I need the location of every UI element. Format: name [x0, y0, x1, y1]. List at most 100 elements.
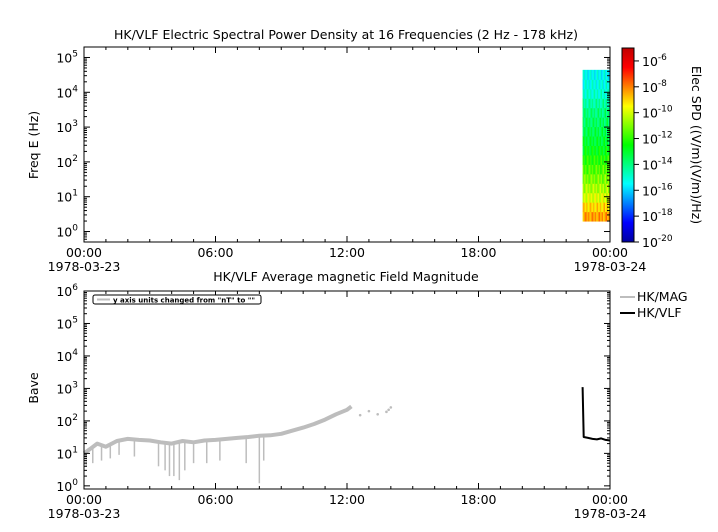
series-hk-mag-point [376, 412, 379, 416]
spectrogram-cell [588, 107, 590, 118]
spectrogram-cell [594, 154, 596, 165]
spectrogram-cell [602, 183, 604, 194]
spectrogram-cell [600, 79, 602, 90]
spectrogram-cell [602, 136, 604, 146]
spectrogram-cell [593, 107, 595, 118]
spectrogram-cell [594, 126, 596, 137]
spectrogram-cell [592, 69, 594, 80]
series-hk-mag-point [387, 408, 390, 412]
spectrogram-cell [590, 126, 592, 137]
spectrogram-cell [602, 117, 604, 128]
spectrogram-cell [601, 88, 603, 99]
spectrogram-cell [590, 107, 592, 118]
spectrogram-cell [607, 69, 609, 80]
y-tick-label: 104 [56, 84, 78, 100]
spectrogram-cell [582, 117, 585, 128]
spectrogram-cell [599, 202, 601, 213]
spectrogram-cell [586, 211, 588, 222]
spectrogram-cell [606, 136, 608, 146]
spectrogram-cell [586, 79, 588, 90]
spectrogram-cell [608, 79, 610, 90]
y-tick-label: 101 [56, 445, 78, 461]
spectrogram-cell [605, 192, 607, 203]
spectrogram-cell [595, 192, 597, 203]
spectrogram-cell [607, 126, 609, 137]
spectrogram-cell [596, 88, 598, 99]
spectrogram-cell [586, 154, 588, 165]
spectrogram-cell [600, 136, 602, 146]
spectrogram-cell [586, 202, 588, 213]
spectrogram-cell [608, 211, 610, 222]
spectrogram-cell [582, 173, 585, 184]
spectrogram-cell [587, 88, 589, 99]
spectrogram-cell [594, 79, 596, 90]
spectrogram-cell [605, 98, 607, 109]
series-hk-mag-point [367, 409, 371, 413]
spectrogram-cell [593, 145, 595, 156]
spectrogram-cell [604, 98, 606, 109]
spectrogram-cell [606, 88, 608, 99]
spectrogram-cell [600, 88, 602, 99]
spectrogram-cell [604, 136, 606, 146]
spectrogram-cell [592, 107, 594, 118]
spectrogram-cell [604, 117, 606, 128]
spectrogram-cell [589, 117, 591, 128]
spectrogram-cell [599, 69, 601, 80]
spectrogram-cell [601, 107, 603, 118]
spectrogram-cell [588, 69, 590, 80]
x-tick-label: 00:00 [592, 492, 628, 507]
spectrogram-cell [601, 192, 603, 203]
spectrogram-cell [599, 145, 601, 156]
spectrogram-cell [583, 183, 586, 194]
spectrogram-cell [597, 145, 599, 156]
spectrogram-cell [596, 145, 598, 156]
spectrogram-cell [602, 107, 604, 118]
x-tick-label: 06:00 [197, 245, 233, 260]
spectrogram-cell [607, 79, 609, 90]
spectrogram-cell [586, 173, 588, 184]
spectrogram-cell [602, 79, 604, 90]
spectrogram-cell [600, 211, 602, 222]
spectrogram-cell [597, 183, 599, 194]
y-tick-label: 102 [56, 154, 78, 170]
spectrogram-cell [585, 107, 588, 118]
spectrogram-cell [597, 154, 599, 165]
spectrogram-cell [585, 202, 588, 213]
colorbar-tick-label: 10-18 [642, 208, 673, 224]
spectrogram-cell [583, 173, 586, 184]
spectrogram-cell [599, 117, 601, 128]
spectrogram-cell [597, 69, 599, 80]
spectrogram-cell [607, 117, 609, 128]
spectrogram-cell [594, 192, 596, 203]
spectrogram-cell [607, 192, 609, 203]
spectrogram-cell [594, 164, 596, 175]
spectrogram-cell [604, 79, 606, 90]
spectrogram-cell [595, 183, 597, 194]
spectrogram-cell [584, 98, 587, 109]
spectrogram-cell [599, 192, 601, 203]
spectrogram-cell [584, 192, 587, 203]
spectrogram-cell [606, 192, 608, 203]
spectrogram-cell [583, 211, 586, 222]
panel1-title: HK/VLF Electric Spectral Power Density a… [114, 27, 578, 42]
spectrogram-cell [602, 69, 604, 80]
spectrogram-cell [591, 126, 593, 137]
spectrogram-cell [592, 126, 594, 137]
y-tick-label: 105 [56, 49, 78, 65]
spectrogram-cell [584, 136, 587, 146]
spectrogram-cell [598, 183, 600, 194]
spectrogram-cell [601, 211, 603, 222]
spectrogram-cell [602, 173, 604, 184]
spectrogram-cell [598, 126, 600, 137]
spectrogram-cell [600, 192, 602, 203]
x-date-label-end: 1978-03-24 [574, 259, 647, 274]
spectrogram-cell [585, 154, 588, 165]
spectrogram-cell [600, 145, 602, 156]
spectrogram-cell [583, 192, 586, 203]
x-tick-label: 18:00 [460, 245, 496, 260]
spectrogram-cell [589, 211, 591, 222]
spectrogram-cell [588, 117, 590, 128]
spectrogram-cell [608, 117, 610, 128]
